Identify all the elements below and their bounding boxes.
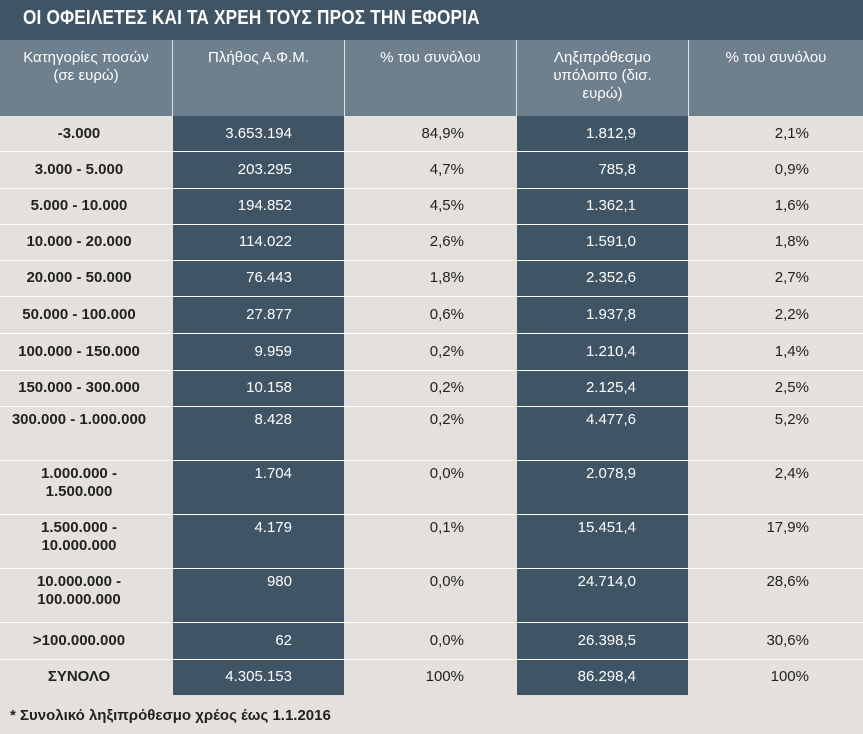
row-divider <box>0 333 863 334</box>
table-cell: 5,2% <box>774 411 809 428</box>
table-cell: 3.653.194 <box>225 125 292 142</box>
table-cell: 4,5% <box>429 197 464 214</box>
table-cell: 62 <box>275 632 292 649</box>
row-divider <box>0 460 863 461</box>
table-cell: 194.852 <box>237 197 292 214</box>
table-cell: 0,2% <box>429 379 464 396</box>
row-divider <box>0 370 863 371</box>
dark-column-bg <box>173 116 344 695</box>
category-cell: 5.000 - 10.000 <box>30 197 128 214</box>
table-cell: 1,6% <box>774 197 809 214</box>
table-cell: 0,1% <box>429 519 464 536</box>
table-cell: 1.937,8 <box>585 306 636 323</box>
column-header-5: % του συνόλου <box>689 40 863 116</box>
table-cell: 0,2% <box>429 411 464 428</box>
table-cell: 1,4% <box>774 343 809 360</box>
row-divider <box>0 406 863 407</box>
table-cell: 2,4% <box>774 465 809 482</box>
table-cell: 10.158 <box>246 379 292 396</box>
table-cell: 9.959 <box>254 343 292 360</box>
table-cell: 15.451,4 <box>577 519 636 536</box>
row-divider <box>0 188 863 189</box>
table-cell: 0,6% <box>429 306 464 323</box>
row-divider <box>0 260 863 261</box>
table-cell: 1.210,4 <box>585 343 636 360</box>
category-cell: 50.000 - 100.000 <box>22 306 136 323</box>
table-cell: 0,0% <box>429 632 464 649</box>
table-cell: 86.298,4 <box>577 668 636 685</box>
table-cell: 0,0% <box>429 573 464 590</box>
category-cell: >100.000.000 <box>32 632 126 649</box>
table-cell: 1.362,1 <box>585 197 636 214</box>
table-cell: 114.022 <box>238 233 292 250</box>
table-cell: 980 <box>266 573 292 590</box>
table-cell: 2.078,9 <box>585 465 636 482</box>
table-cell: 2,7% <box>774 269 809 286</box>
category-cell: 1.000.000 - 1.500.000 <box>41 465 117 500</box>
footnote: * Συνολικό ληξιπρόθεσμο χρέος έως 1.1.20… <box>10 707 331 724</box>
table-cell: 2,6% <box>429 233 464 250</box>
row-divider <box>0 514 863 515</box>
table-cell: 203.295 <box>237 161 292 178</box>
table-cell: 4.305.153 <box>225 668 292 685</box>
table-cell: 84,9% <box>421 125 464 142</box>
column-header-4: Ληξιπρόθεσμο υπόλοιπο (δισ. ευρώ) <box>517 40 688 116</box>
column-header-3: % του συνόλου <box>345 40 516 116</box>
category-cell: 150.000 - 300.000 <box>18 379 140 396</box>
row-divider <box>0 568 863 569</box>
table-cell: 0,2% <box>429 343 464 360</box>
table-cell: 2,1% <box>774 125 809 142</box>
category-cell: 10.000.000 - 100.000.000 <box>36 573 122 608</box>
category-cell: 10.000 - 20.000 <box>26 233 132 250</box>
column-header-1: Κατηγορίες ποσών (σε ευρώ) <box>0 40 172 116</box>
table-cell: 26.398,5 <box>577 632 636 649</box>
table-cell: 1.591,0 <box>585 233 636 250</box>
row-divider <box>0 151 863 152</box>
table-cell: 2,5% <box>774 379 809 396</box>
table-cell: 100% <box>770 668 809 685</box>
header-row: Κατηγορίες ποσών (σε ευρώ) Πλήθος Α.Φ.Μ.%… <box>0 40 863 116</box>
table-cell: 8.428 <box>254 411 292 428</box>
category-cell: -3.000 <box>57 125 101 142</box>
category-cell: 20.000 - 50.000 <box>26 269 132 286</box>
table-cell: 2.125,4 <box>585 379 636 396</box>
table-cell: 100% <box>425 668 464 685</box>
table-title: ΟΙ ΟΦΕΙΛΕΤΕΣ ΚΑΙ ΤΑ ΧΡΕΗ ΤΟΥΣ ΠΡΟΣ ΤΗΝ Ε… <box>23 7 480 29</box>
table-cell: 1,8% <box>429 269 464 286</box>
row-divider <box>0 659 863 660</box>
category-cell: 1.500.000 - 10.000.000 <box>41 519 117 554</box>
table-cell: 17,9% <box>766 519 809 536</box>
table-cell: 4,7% <box>429 161 464 178</box>
row-divider <box>0 296 863 297</box>
table-cell: 30,6% <box>766 632 809 649</box>
row-divider <box>0 622 863 623</box>
table-cell: 1.812,9 <box>585 125 636 142</box>
category-cell: ΣΥΝΟΛΟ <box>47 668 111 685</box>
row-divider <box>0 224 863 225</box>
category-cell: 100.000 - 150.000 <box>18 343 140 360</box>
table-cell: 24.714,0 <box>577 573 636 590</box>
dark-column-bg <box>517 116 688 695</box>
table-cell: 76.443 <box>246 269 292 286</box>
table-cell: 1.704 <box>254 465 292 482</box>
table-cell: 4.179 <box>254 519 292 536</box>
table-cell: 27.877 <box>246 306 292 323</box>
table-cell: 0,9% <box>774 161 809 178</box>
title-bar: ΟΙ ΟΦΕΙΛΕΤΕΣ ΚΑΙ ΤΑ ΧΡΕΗ ΤΟΥΣ ΠΡΟΣ ΤΗΝ Ε… <box>0 0 863 40</box>
category-cell: 300.000 - 1.000.000 <box>11 411 147 428</box>
table-cell: 4.477,6 <box>585 411 636 428</box>
table-cell: 785,8 <box>598 161 636 178</box>
table-cell: 2,2% <box>774 306 809 323</box>
column-header-2: Πλήθος Α.Φ.Μ. <box>173 40 344 116</box>
table-cell: 28,6% <box>766 573 809 590</box>
category-cell: 3.000 - 5.000 <box>34 161 124 178</box>
table-cell: 2.352,6 <box>585 269 636 286</box>
table-cell: 1,8% <box>774 233 809 250</box>
table-cell: 0,0% <box>429 465 464 482</box>
